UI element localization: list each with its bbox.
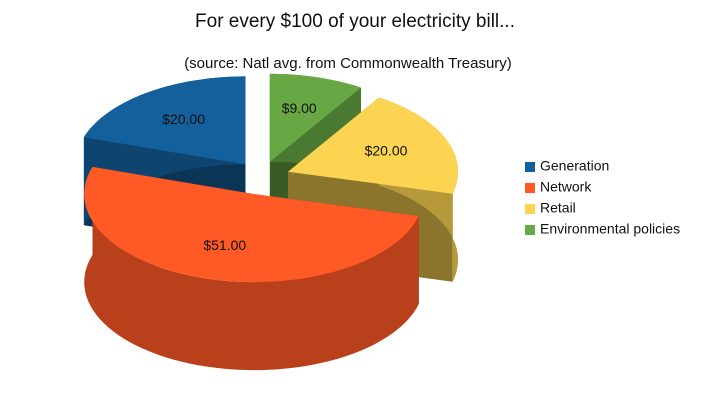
- legend-label: Environmental policies: [540, 221, 680, 237]
- slice: [269, 73, 361, 162]
- legend-label: Network: [540, 179, 592, 195]
- chart-title: For every $100 of your electricity bill.…: [195, 11, 515, 32]
- legend-swatch: [525, 225, 535, 235]
- data-label: $20.00: [365, 142, 408, 158]
- legend-swatch: [525, 162, 535, 172]
- data-label: $20.00: [162, 111, 205, 127]
- data-label: $9.00: [282, 100, 317, 116]
- legend-swatch: [525, 183, 535, 193]
- slice-wall: [84, 166, 419, 371]
- legend-label: Retail: [540, 200, 576, 216]
- legend-swatch: [525, 204, 535, 214]
- legend-label: Generation: [540, 158, 609, 174]
- slice: [288, 97, 458, 194]
- data-label: $51.00: [203, 237, 246, 253]
- slice: [83, 76, 246, 165]
- pie-slice: [84, 166, 419, 371]
- slice: [84, 166, 419, 283]
- chart-subtitle: (source: Natl avg. from Commonwealth Tre…: [184, 55, 512, 72]
